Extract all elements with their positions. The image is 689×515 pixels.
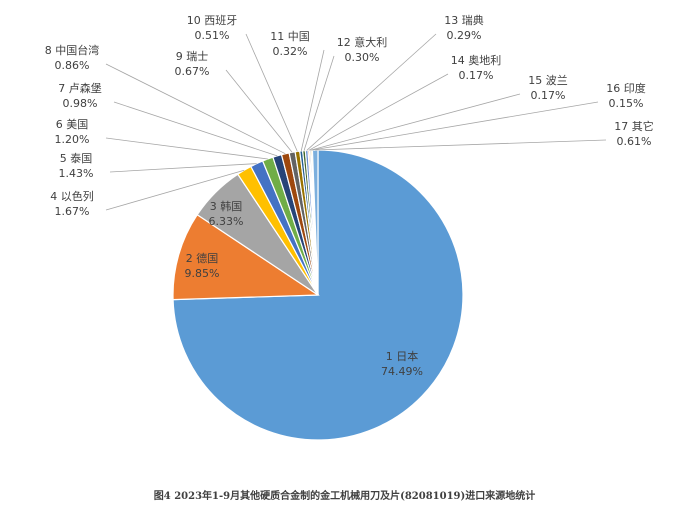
slice-value-label: 0.86% xyxy=(55,59,90,72)
leader-lines xyxy=(105,33,607,211)
slice-category-label: 8 中国台湾 xyxy=(45,43,100,57)
slice-category-label: 11 中国 xyxy=(270,30,310,43)
figure-caption: 图4 2023年1-9月其他硬质合金制的金工机械用刀及片(82081019)进口… xyxy=(153,491,536,502)
slice-value-label: 0.98% xyxy=(63,97,98,110)
leader-line xyxy=(308,73,449,151)
slice-category-label: 4 以色列 xyxy=(50,189,94,203)
slice-category-label: 16 印度 xyxy=(606,81,646,95)
leader-line xyxy=(300,49,325,152)
slice-value-label: 0.67% xyxy=(175,65,210,78)
slice-category-label: 17 其它 xyxy=(614,119,654,133)
slice-labels: 1 日本 74.49% 2 德国 9.85% 3 韩国 6.33% 4 以色列 1.67% 5 … xyxy=(45,13,654,378)
leader-line xyxy=(311,101,599,151)
leader-line xyxy=(306,33,437,151)
leader-line xyxy=(105,169,245,211)
slice-value-label: 0.15% xyxy=(609,97,644,110)
slice-category-label: 7 卢森堡 xyxy=(58,81,102,95)
slice-value-label: 0.17% xyxy=(531,89,566,102)
slice-value-label: 74.49% xyxy=(381,365,423,378)
slice-value-label: 9.85% xyxy=(185,267,220,280)
leader-line xyxy=(225,69,293,153)
leader-line xyxy=(109,163,257,173)
slice-value-label: 0.29% xyxy=(447,29,482,42)
slice-category-label: 3 韩国 xyxy=(210,199,243,213)
slice-category-label: 6 美国 xyxy=(56,118,89,131)
slice-value-label: 0.30% xyxy=(345,51,380,64)
leader-line xyxy=(303,55,335,151)
slice-value-label: 1.20% xyxy=(55,133,90,146)
slice-value-label: 1.67% xyxy=(55,205,90,218)
slice-value-label: 0.17% xyxy=(459,69,494,82)
slice-category-label: 2 德国 xyxy=(186,251,219,265)
slice-value-label: 0.32% xyxy=(273,45,308,58)
slice-value-label: 6.33% xyxy=(209,215,244,228)
slice-value-label: 0.61% xyxy=(617,135,652,148)
slice-category-label: 13 瑞典 xyxy=(444,13,484,27)
slice-category-label: 14 奥地利 xyxy=(451,53,502,67)
slice-category-label: 5 泰国 xyxy=(60,151,93,165)
leader-line xyxy=(105,137,268,160)
slice-category-label: 9 瑞士 xyxy=(176,49,209,63)
pie-slice xyxy=(172,213,320,301)
slice-category-label: 12 意大利 xyxy=(337,35,388,49)
slice-value-label: 0.51% xyxy=(195,29,230,42)
leader-line xyxy=(105,63,286,155)
slice-category-label: 1 日本 xyxy=(386,349,419,363)
slice-value-label: 1.43% xyxy=(59,167,94,180)
slice-category-label: 10 西班牙 xyxy=(187,14,238,27)
pie-slices xyxy=(172,149,464,441)
leader-line xyxy=(310,93,521,151)
slice-category-label: 15 波兰 xyxy=(528,74,568,87)
leader-line xyxy=(113,101,278,157)
leader-line xyxy=(245,33,298,152)
leader-line xyxy=(315,139,607,151)
